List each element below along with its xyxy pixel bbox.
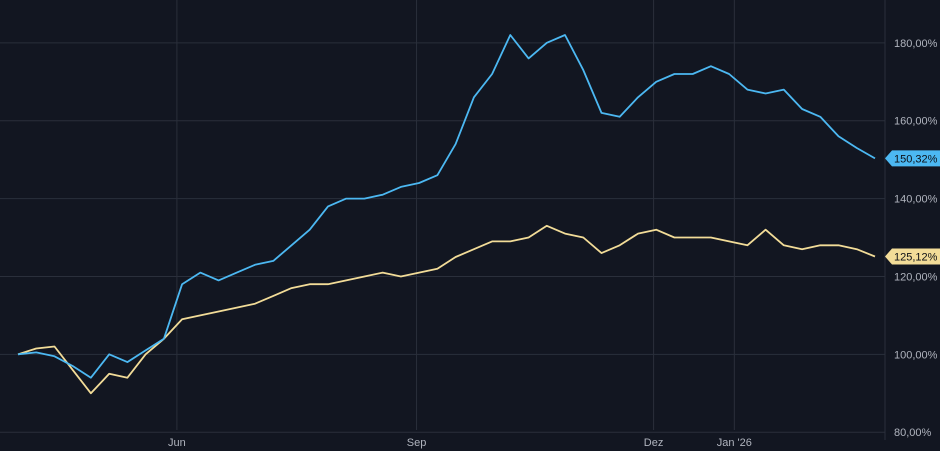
end-label-badge [885,150,940,167]
end-label-text: 150,32% [894,153,938,165]
end-label-1: 125,12% [885,248,940,265]
y-tick-label: 120,00% [894,271,938,283]
series-line-1 [17,224,876,395]
series-line-0 [17,34,876,379]
x-tick-label: Dez [644,437,664,449]
y-tick-label: 140,00% [894,194,938,206]
end-labels: 150,32% 125,12% [885,150,940,265]
y-tick-label: 100,00% [894,349,938,361]
series-layer [17,34,876,395]
end-label-0: 150,32% [885,150,940,167]
end-label-text: 125,12% [894,252,938,264]
x-tick-label: Jun [168,437,186,449]
x-axis: Jun Sep Dez Jan '26 [168,437,752,449]
grid [0,0,886,440]
x-tick-label: Jan '26 [717,437,752,449]
y-tick-label: 160,00% [894,116,938,128]
y-tick-label: 180,00% [894,38,938,50]
end-label-badge [885,248,940,265]
y-tick-label: 80,00% [894,427,932,439]
x-tick-label: Sep [407,437,427,449]
y-axis: 80,00% 100,00% 120,00% 140,00% 160,00% 180,00… [894,38,938,439]
